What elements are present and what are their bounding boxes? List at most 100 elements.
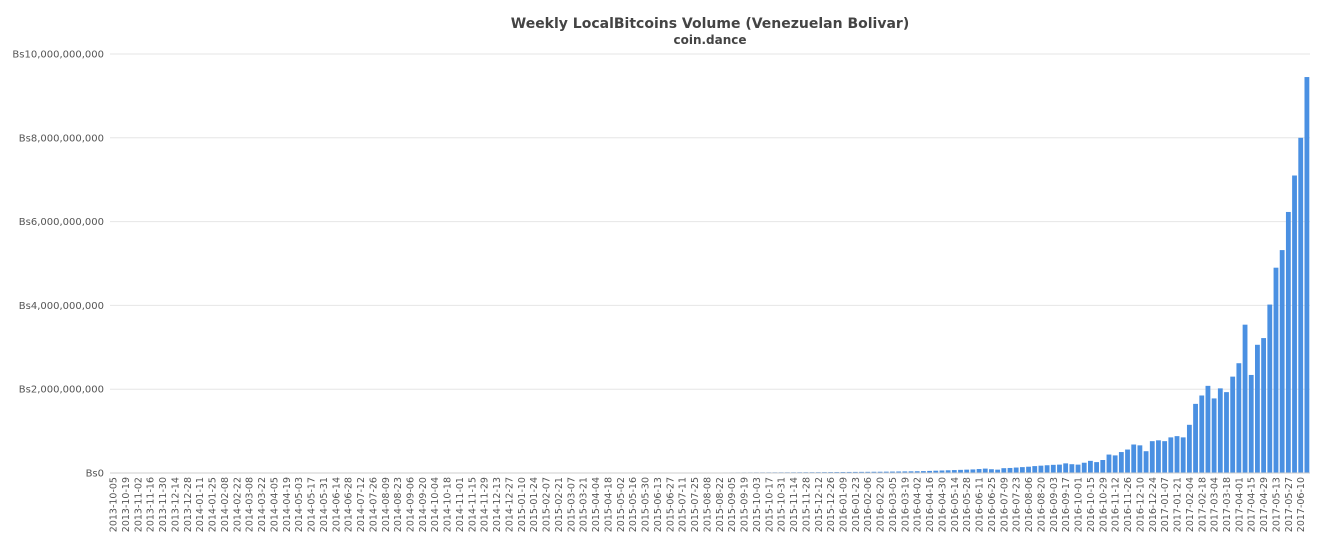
bar	[902, 471, 908, 473]
x-tick-label: 2016-11-26	[1123, 477, 1134, 532]
bar	[1081, 462, 1087, 473]
bar	[846, 471, 852, 473]
x-tick-label: 2014-10-04	[430, 477, 441, 532]
y-tick-label: Bs0	[86, 469, 104, 480]
x-tick-label: 2016-12-10	[1135, 477, 1146, 532]
bar	[1069, 464, 1075, 473]
x-tick-label: 2016-01-09	[838, 477, 849, 532]
x-tick-label: 2014-03-22	[257, 477, 268, 532]
x-tick-label: 2016-12-24	[1148, 477, 1159, 532]
x-tick-label: 2015-01-24	[529, 477, 540, 532]
bar	[1304, 77, 1310, 474]
x-tick-label: 2017-06-10	[1296, 477, 1307, 532]
bar	[852, 471, 858, 473]
x-tick-label: 2016-07-23	[1012, 477, 1023, 532]
bar	[951, 470, 957, 473]
bars	[147, 77, 1310, 474]
bar	[1186, 424, 1192, 473]
bar	[1057, 464, 1062, 473]
x-tick-label: 2017-01-21	[1173, 477, 1184, 532]
bar	[1001, 468, 1007, 473]
x-tick-label: 2015-11-14	[789, 477, 800, 532]
x-tick-label: 2014-01-25	[208, 477, 219, 532]
x-tick-label: 2014-11-01	[455, 477, 466, 532]
bar	[933, 470, 939, 473]
x-tick-label: 2015-12-26	[826, 477, 837, 532]
x-tick-label: 2016-05-14	[950, 477, 961, 532]
x-tick-label: 2016-04-02	[913, 477, 924, 532]
x-tick-label: 2014-09-06	[406, 477, 417, 532]
x-tick-label: 2016-10-15	[1086, 477, 1097, 532]
bar	[1199, 395, 1205, 473]
bar	[1180, 437, 1186, 473]
x-tick-label: 2014-07-12	[356, 477, 367, 532]
x-tick-label: 2017-04-01	[1234, 477, 1245, 532]
x-tick-label: 2017-02-04	[1185, 477, 1196, 532]
bar	[1106, 454, 1112, 473]
x-tick-label: 2014-12-13	[492, 477, 503, 532]
x-tick-label: 2014-05-17	[307, 477, 318, 532]
x-tick-label: 2016-08-20	[1036, 477, 1047, 532]
x-tick-label: 2016-10-01	[1074, 477, 1085, 532]
bar	[1143, 451, 1149, 473]
x-tick-label: 2013-12-28	[183, 477, 194, 532]
x-tick-label: 2016-06-25	[987, 477, 998, 532]
gridlines	[110, 53, 1310, 390]
bar	[1236, 363, 1242, 473]
x-tick-label: 2014-11-15	[467, 477, 478, 532]
bar	[939, 470, 945, 473]
x-tick-label: 2016-04-16	[925, 477, 936, 532]
x-tick-label: 2014-02-08	[220, 477, 231, 532]
x-tick-label: 2016-04-30	[937, 477, 948, 532]
y-axis-tick-labels: Bs0 Bs2,000,000,000 Bs4,000,000,000 Bs6,000…	[12, 50, 104, 480]
bar	[1273, 267, 1279, 473]
x-tick-label: 2017-04-15	[1247, 477, 1258, 532]
x-tick-label: 2017-03-18	[1222, 477, 1233, 532]
bar	[970, 469, 976, 473]
x-tick-label: 2015-02-07	[542, 477, 553, 532]
bar	[908, 471, 914, 473]
bar	[1242, 324, 1248, 473]
bar	[1224, 392, 1229, 473]
y-tick-label: Bs6,000,000,000	[19, 217, 104, 228]
y-tick-label: Bs8,000,000,000	[19, 133, 104, 144]
x-axis-tick-labels: 2013-10-05 2013-10-19 2013-11-02 2013-11-16…	[109, 477, 1308, 532]
bar	[1075, 464, 1081, 473]
x-tick-label: 2016-02-06	[863, 477, 874, 532]
x-tick-label: 2015-03-21	[579, 477, 590, 532]
x-tick-label: 2015-11-28	[801, 477, 812, 532]
x-tick-label: 2016-01-23	[851, 477, 862, 532]
x-tick-label: 2013-12-14	[170, 477, 181, 532]
bar	[890, 471, 895, 473]
x-tick-label: 2014-08-09	[381, 477, 392, 532]
bar	[964, 469, 970, 473]
x-tick-label: 2013-11-30	[158, 477, 169, 532]
bar	[1255, 344, 1260, 473]
bar	[920, 471, 926, 473]
x-tick-label: 2014-03-08	[245, 477, 256, 532]
x-tick-label: 2014-07-26	[368, 477, 379, 532]
x-tick-label: 2014-12-27	[504, 477, 515, 532]
x-tick-label: 2016-03-19	[900, 477, 911, 532]
x-tick-label: 2015-10-31	[777, 477, 788, 532]
x-tick-label: 2016-06-11	[975, 477, 986, 532]
x-tick-label: 2015-05-30	[641, 477, 652, 532]
bar	[1013, 467, 1019, 473]
x-tick-label: 2016-03-05	[888, 477, 899, 532]
y-tick-label: Bs2,000,000,000	[19, 385, 104, 396]
bar	[1248, 374, 1254, 473]
x-tick-label: 2015-10-03	[752, 477, 763, 532]
bar	[896, 471, 902, 473]
x-tick-label: 2015-04-18	[603, 477, 614, 532]
x-tick-label: 2014-05-31	[319, 477, 330, 532]
x-tick-label: 2015-05-16	[628, 477, 639, 532]
x-tick-label: 2017-03-04	[1210, 477, 1221, 532]
x-tick-label: 2015-01-10	[517, 477, 528, 532]
bar	[1044, 465, 1050, 473]
x-tick-label: 2014-08-23	[393, 477, 404, 532]
x-tick-label: 2015-02-21	[554, 477, 565, 532]
chart-title: Weekly LocalBitcoins Volume (Venezuelan …	[511, 16, 909, 32]
bar	[1100, 460, 1106, 473]
bar	[995, 469, 1001, 473]
